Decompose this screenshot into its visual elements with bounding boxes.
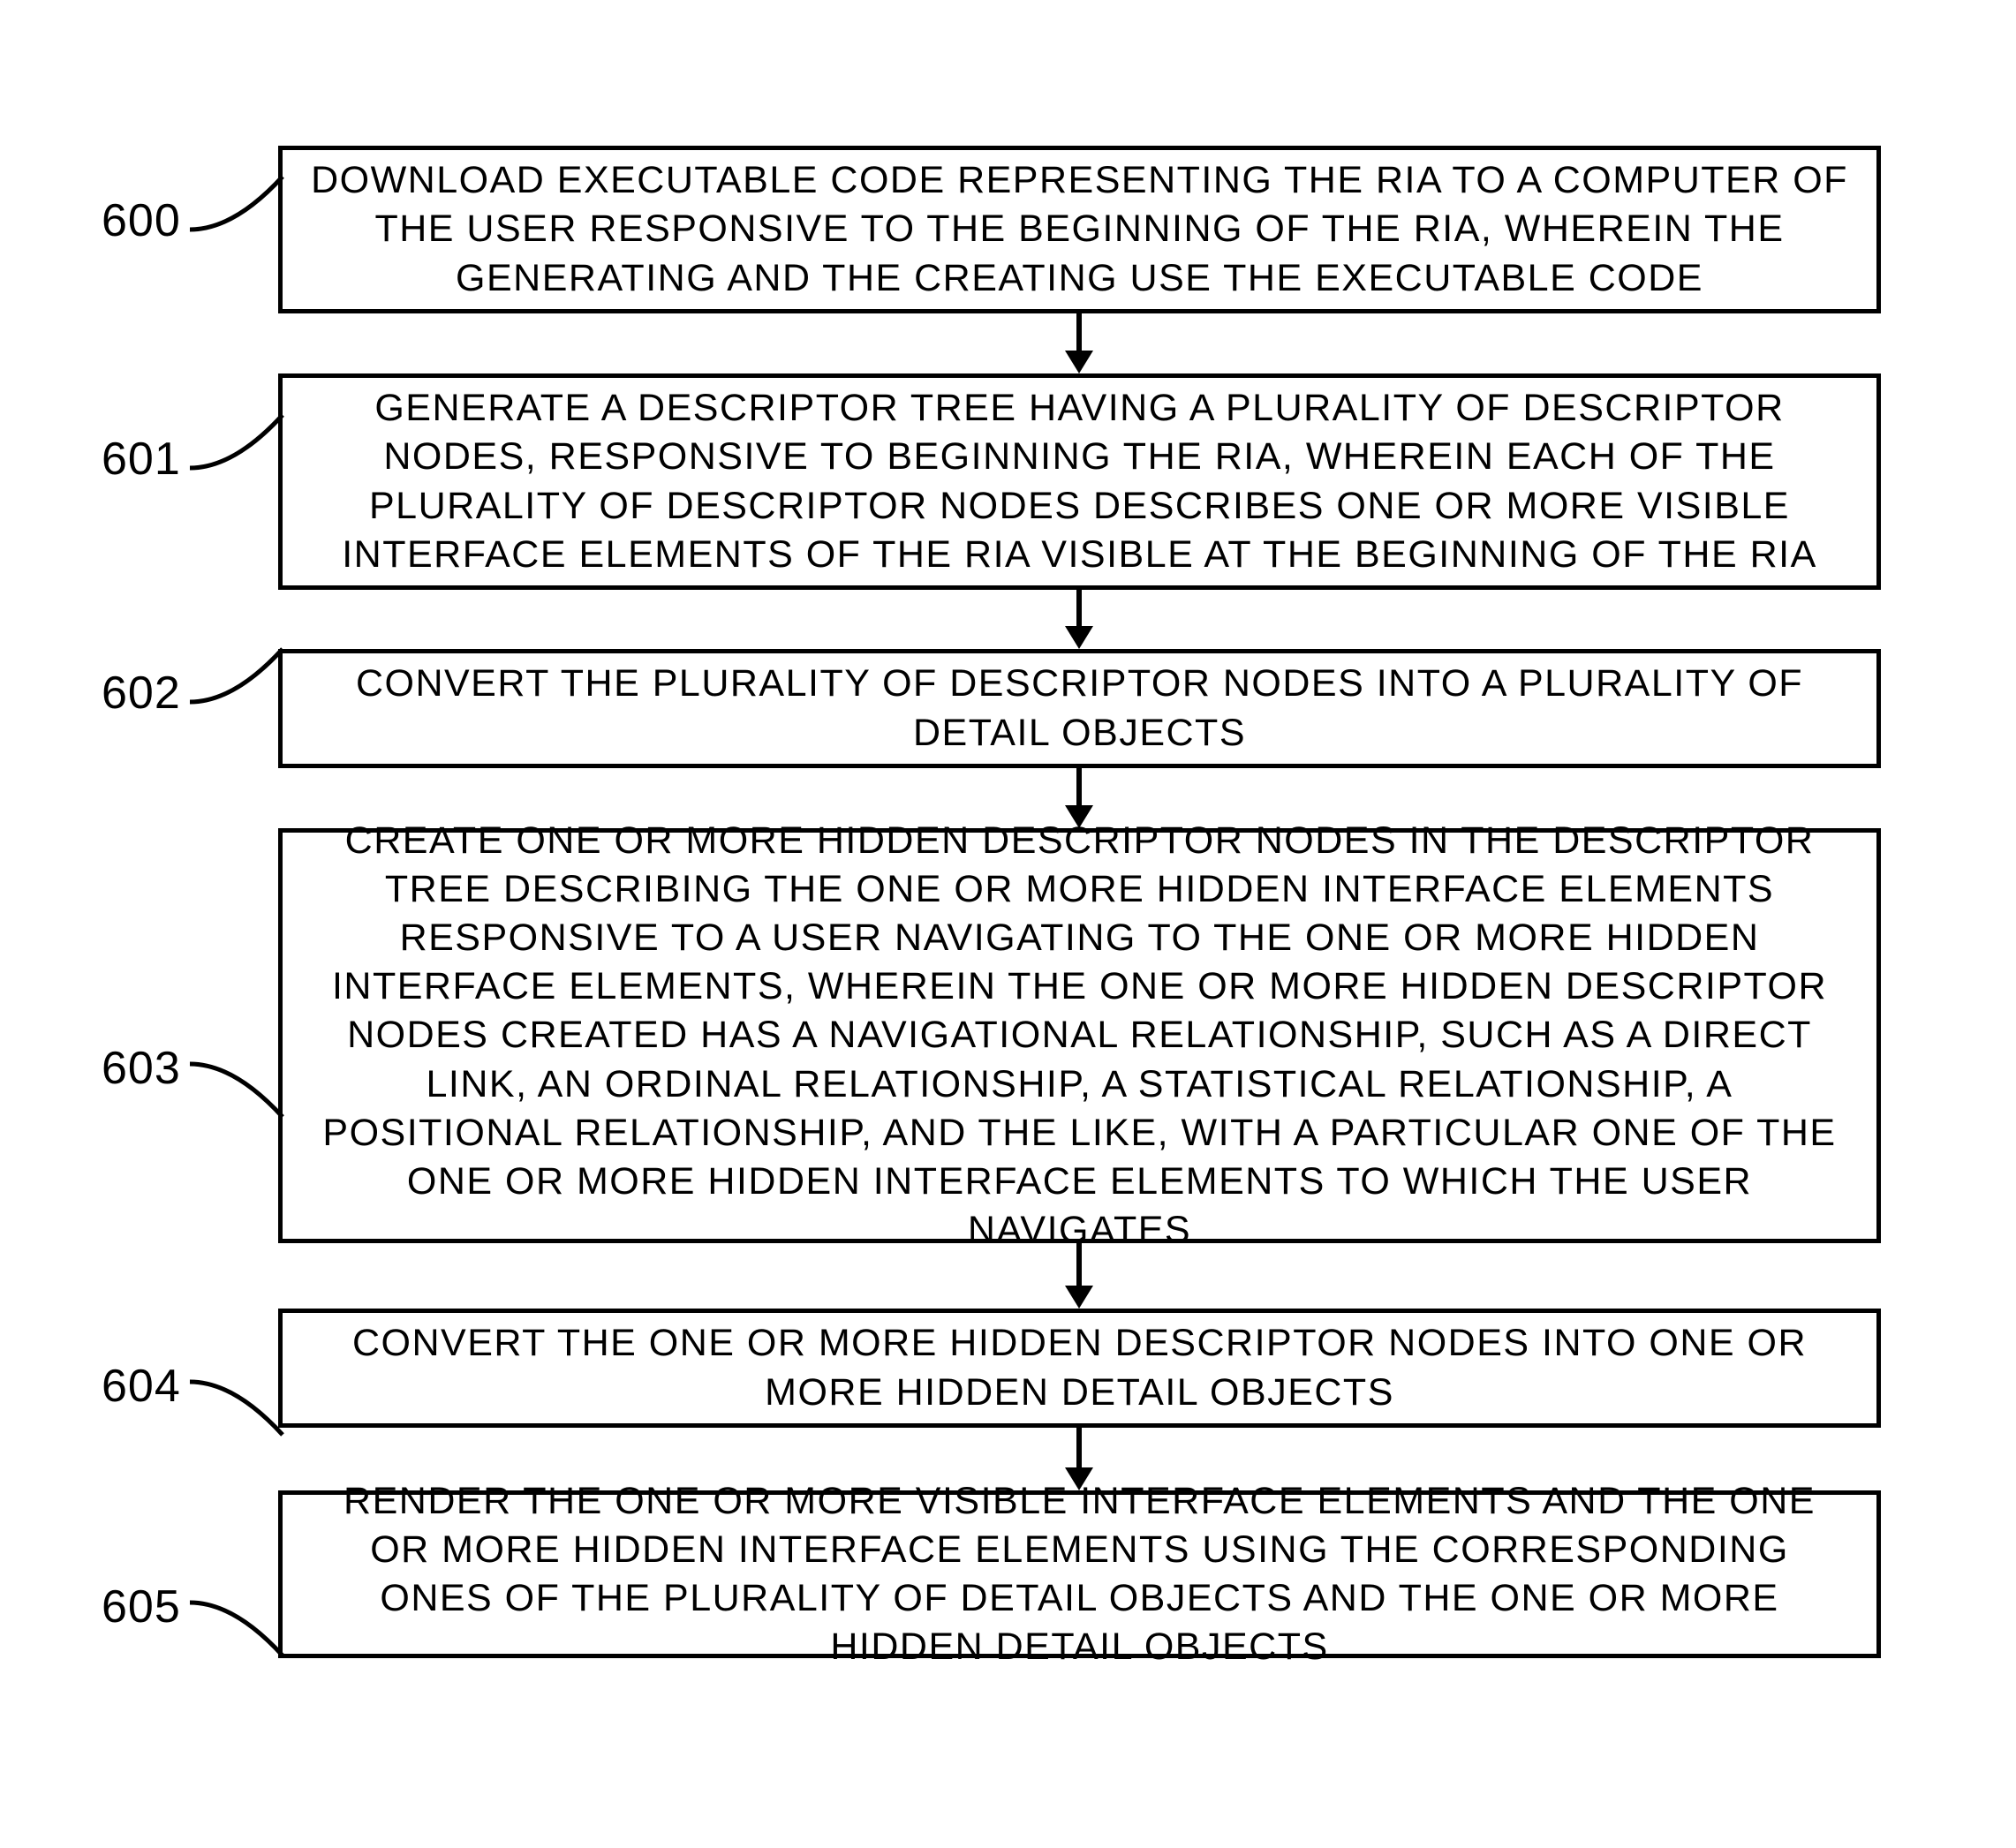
flow-arrow-line (1076, 1428, 1082, 1471)
flow-node-text: DOWNLOAD EXECUTABLE CODE REPRESENTING TH… (309, 156, 1850, 302)
flow-arrow-head-icon (1065, 1286, 1093, 1309)
flow-node-604: CONVERT THE ONE OR MORE HIDDEN DESCRIPTO… (278, 1309, 1881, 1428)
flow-arrow-head-icon (1065, 351, 1093, 373)
flow-node-label: 601 (102, 433, 181, 486)
flow-node-label: 603 (102, 1042, 181, 1095)
label-connector-curve (185, 640, 291, 711)
label-connector-curve (185, 168, 291, 238)
flow-node-text: GENERATE A DESCRIPTOR TREE HAVING A PLUR… (309, 384, 1850, 578)
flow-arrow-line (1076, 590, 1082, 630)
flow-node-label: 602 (102, 667, 181, 720)
flow-node-text: CONVERT THE ONE OR MORE HIDDEN DESCRIPTO… (309, 1319, 1850, 1416)
flow-node-label: 600 (102, 194, 181, 247)
flow-arrow-head-icon (1065, 805, 1093, 828)
flow-arrow-head-icon (1065, 626, 1093, 649)
flow-arrow-line (1076, 313, 1082, 354)
flow-node-text: RENDER THE ONE OR MORE VISIBLE INTERFACE… (309, 1477, 1850, 1671)
flow-arrow-head-icon (1065, 1467, 1093, 1490)
flow-arrow-line (1076, 1243, 1082, 1289)
label-connector-curve (185, 1373, 291, 1444)
flow-node-600: DOWNLOAD EXECUTABLE CODE REPRESENTING TH… (278, 146, 1881, 313)
label-connector-curve (185, 1594, 291, 1664)
flow-node-602: CONVERT THE PLURALITY OF DESCRIPTOR NODE… (278, 649, 1881, 768)
flow-node-603: CREATE ONE OR MORE HIDDEN DESCRIPTOR NOD… (278, 828, 1881, 1243)
flow-node-605: RENDER THE ONE OR MORE VISIBLE INTERFACE… (278, 1490, 1881, 1658)
label-connector-curve (185, 1055, 291, 1126)
flow-node-601: GENERATE A DESCRIPTOR TREE HAVING A PLUR… (278, 373, 1881, 590)
flow-node-text: CREATE ONE OR MORE HIDDEN DESCRIPTOR NOD… (309, 817, 1850, 1254)
flow-node-label: 605 (102, 1580, 181, 1633)
label-connector-curve (185, 406, 291, 477)
flow-arrow-line (1076, 768, 1082, 809)
flow-node-label: 604 (102, 1360, 181, 1413)
flow-node-text: CONVERT THE PLURALITY OF DESCRIPTOR NODE… (309, 660, 1850, 757)
flowchart-canvas: DOWNLOAD EXECUTABLE CODE REPRESENTING TH… (0, 0, 2016, 1848)
